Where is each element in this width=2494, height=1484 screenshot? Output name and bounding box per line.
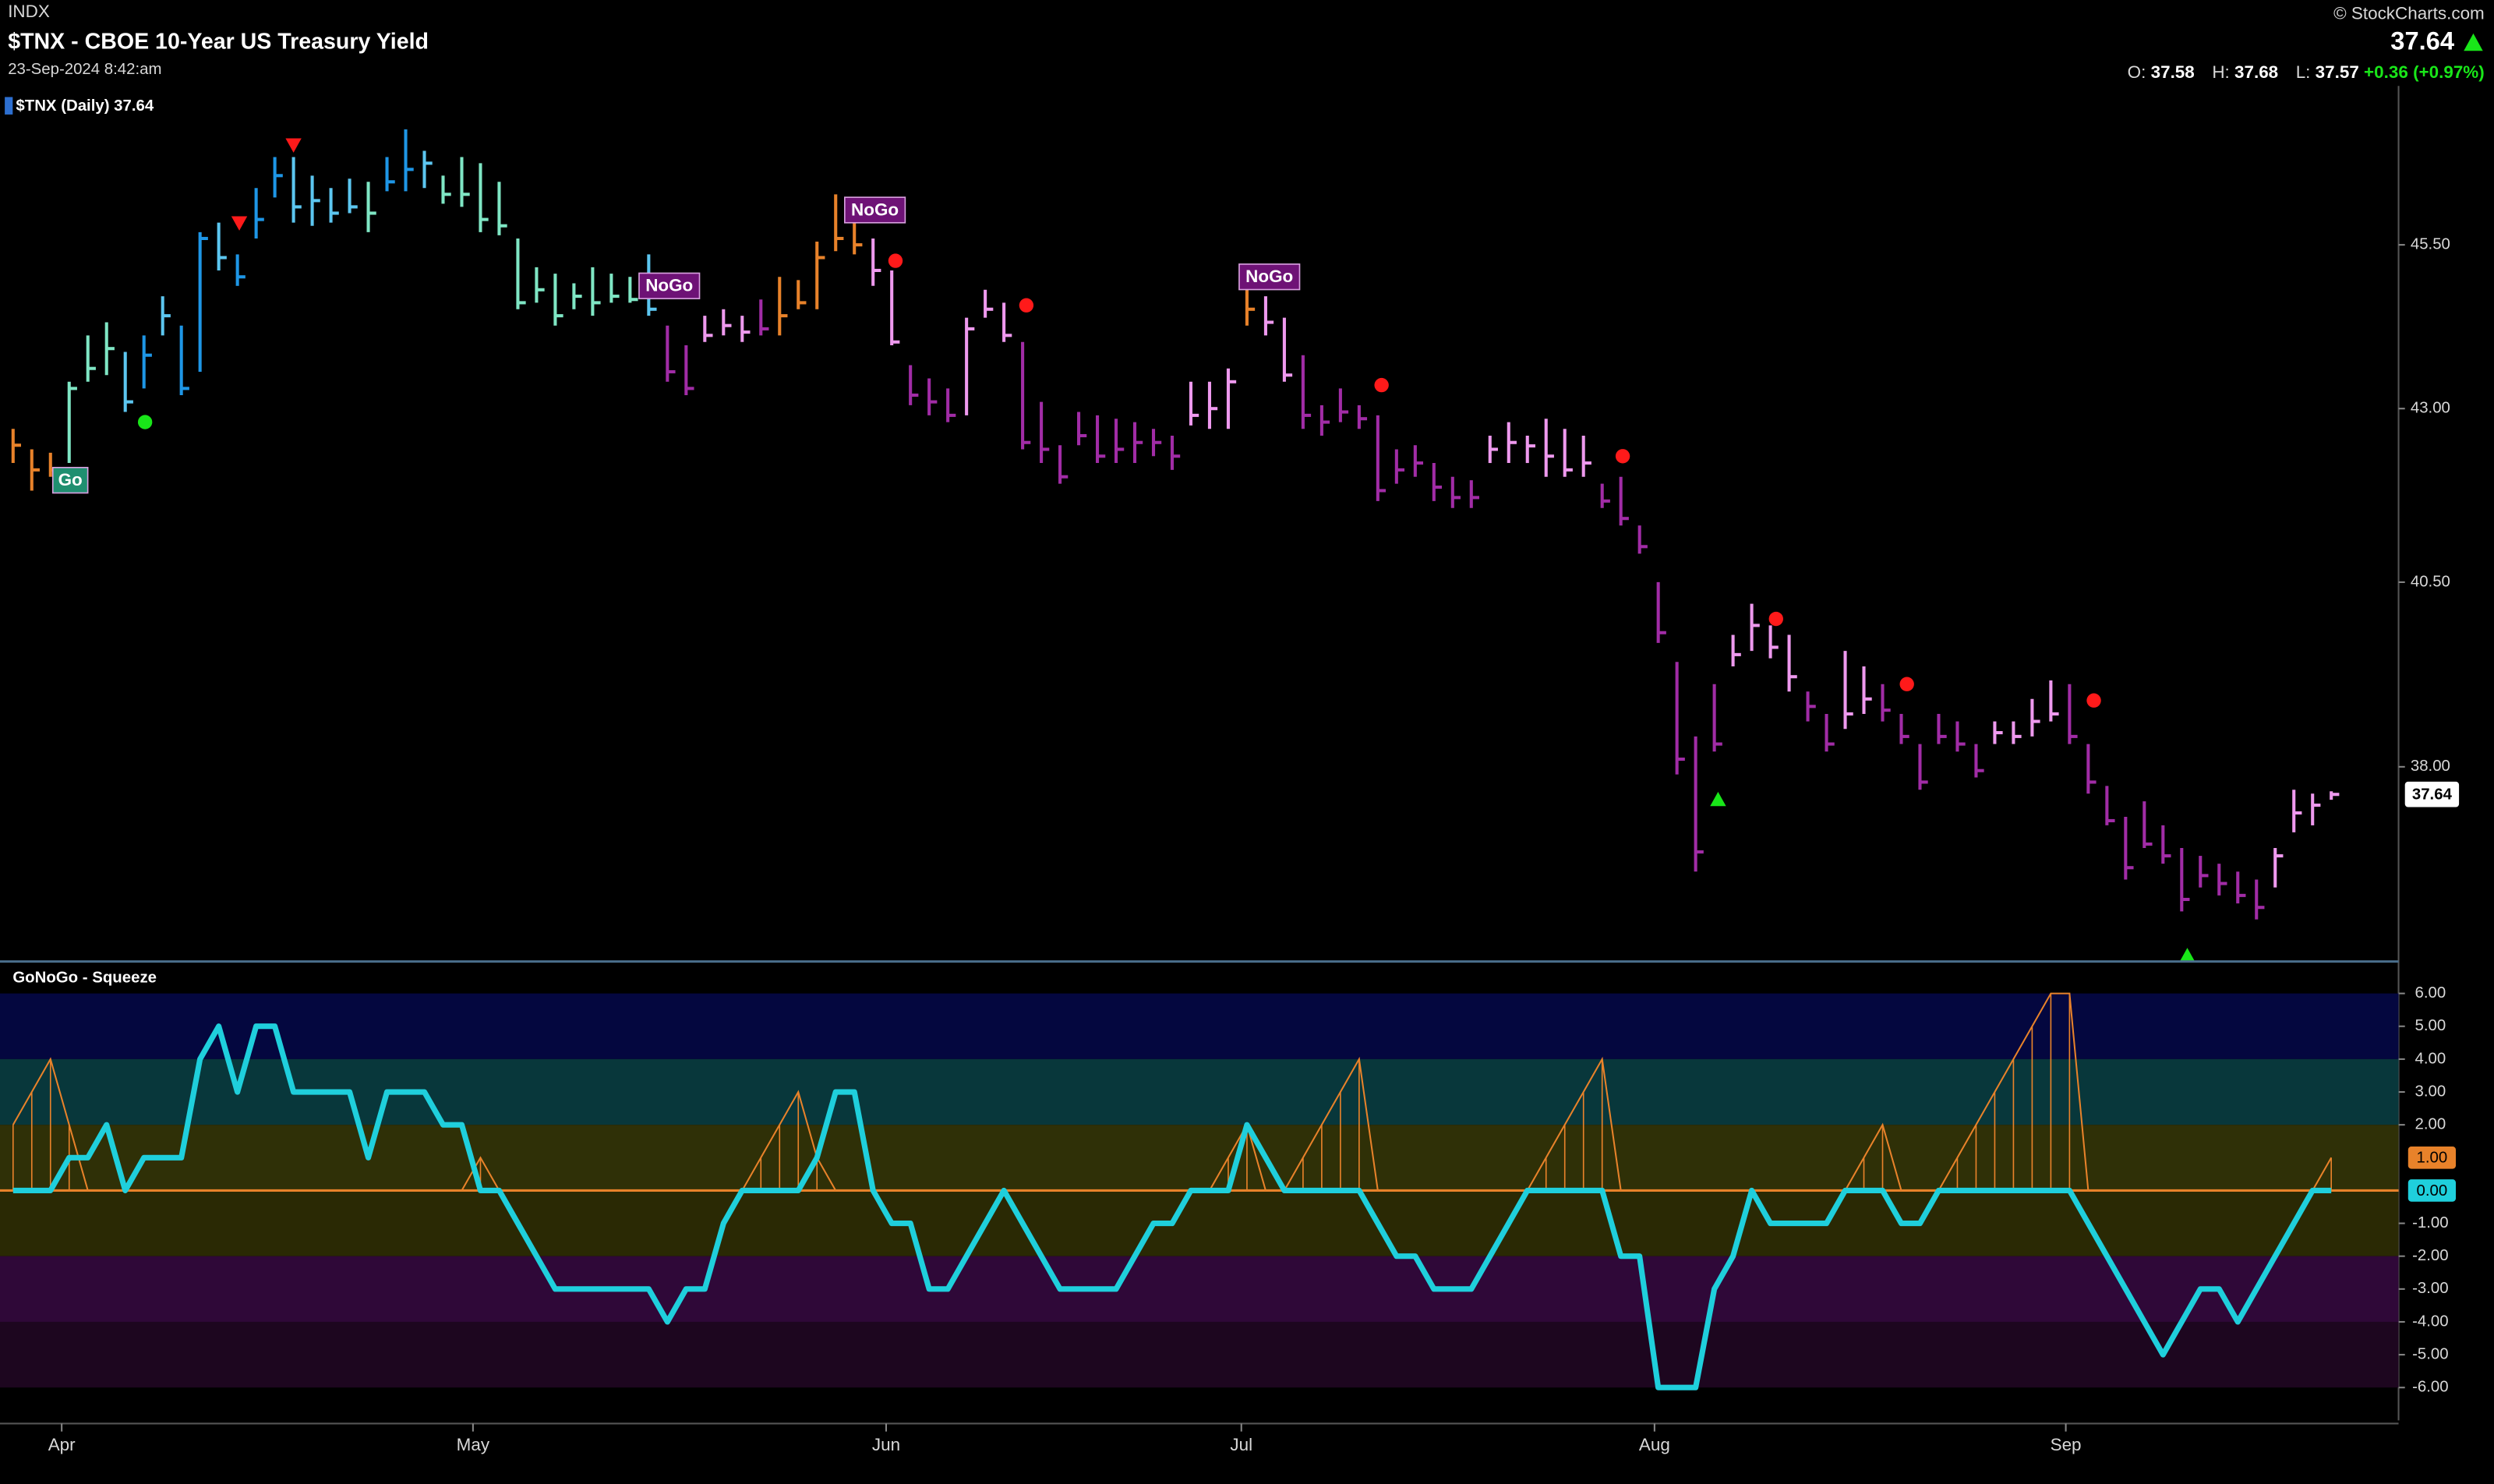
price-box <box>2404 781 2460 807</box>
legend-icon <box>5 97 13 115</box>
signal-dot <box>2086 693 2101 708</box>
x-tick-label: Aug <box>1639 1435 1670 1454</box>
signal-triangle <box>231 216 248 231</box>
y-tick-label: 40.50 <box>2411 573 2450 590</box>
signal-dot <box>1615 449 1630 464</box>
y-tick-label: 6.00 <box>2415 984 2446 1002</box>
annotation-text: NoGo <box>645 276 693 295</box>
up-icon <box>2464 33 2483 51</box>
chart-title: $TNX - CBOE 10-Year US Treasury Yield <box>8 30 429 55</box>
annotation-text: Go <box>58 470 83 489</box>
high: 37.68 <box>2234 62 2278 82</box>
annotation-box <box>51 467 89 494</box>
y-tick-label: 4.00 <box>2415 1050 2446 1067</box>
y-tick-label: 38.00 <box>2411 758 2450 775</box>
annotation-text: NoGo <box>1245 267 1293 286</box>
x-tick-label: May <box>457 1435 490 1454</box>
low: 37.57 <box>2316 62 2359 82</box>
squeeze-last-box <box>2407 1146 2457 1169</box>
signal-dot <box>137 415 153 429</box>
zone-band <box>0 1058 2399 1125</box>
signal-dot <box>1768 611 1783 627</box>
y-tick-label: 45.50 <box>2411 236 2450 253</box>
signal-triangle <box>2179 948 2195 963</box>
y-tick-label: -6.00 <box>2412 1379 2448 1396</box>
legend: $TNX (Daily) 37.64 <box>16 97 154 115</box>
ohlc-row: O: 37.58 H: 37.68 L: 37.57 +0.36 (+0.97%… <box>2128 62 2485 82</box>
x-tick-label: Jul <box>1230 1435 1252 1454</box>
zone-band <box>0 993 2399 1059</box>
panel-title: GoNoGo - Squeeze <box>12 969 157 986</box>
oscillator-last-label: 0.00 <box>2417 1182 2448 1200</box>
change-pct: (+0.97%) <box>2413 62 2485 82</box>
open-label: O: <box>2128 62 2146 82</box>
y-tick-label: 3.00 <box>2415 1083 2446 1100</box>
zone-band <box>0 1321 2399 1388</box>
signal-dot <box>888 253 903 268</box>
annotation-text: NoGo <box>851 200 899 219</box>
y-tick-label: -4.00 <box>2412 1313 2448 1330</box>
y-tick-label: -2.00 <box>2412 1247 2448 1264</box>
y-tick-label: -3.00 <box>2412 1280 2448 1297</box>
signal-dot <box>1374 377 1389 393</box>
copyright: © StockCharts.com <box>2333 3 2485 23</box>
signal-dot <box>1899 677 1914 691</box>
open: 37.58 <box>2151 62 2195 82</box>
exchange: INDX <box>8 2 50 21</box>
y-tick-label: 2.00 <box>2415 1116 2446 1133</box>
zone-band <box>0 1190 2399 1256</box>
last-price: 37.64 <box>2390 26 2454 55</box>
squeeze-line <box>12 992 2333 1192</box>
x-tick-label: Apr <box>48 1435 76 1454</box>
x-tick-label: Jun <box>872 1435 900 1454</box>
y-tick-label: 5.00 <box>2415 1017 2446 1034</box>
zone-band <box>0 1256 2399 1322</box>
annotation-box <box>1238 263 1301 291</box>
oscillator-line <box>12 1023 2332 1390</box>
y-tick-label: -5.00 <box>2412 1345 2448 1362</box>
signal-triangle <box>1710 791 1726 807</box>
y-tick-label: 43.00 <box>2411 400 2450 417</box>
timestamp: 23-Sep-2024 8:42:am <box>8 61 161 78</box>
squeeze-last-label: 1.00 <box>2417 1150 2448 1167</box>
signal-dot <box>1019 298 1034 313</box>
annotation-box <box>844 196 906 224</box>
price-box-label: 37.64 <box>2412 786 2453 804</box>
zone-band <box>0 1125 2399 1191</box>
signal-triangle <box>285 138 302 153</box>
annotation-box <box>638 272 701 299</box>
high-label: H: <box>2212 62 2229 82</box>
change: +0.36 <box>2364 62 2408 82</box>
y-tick-label: -1.00 <box>2412 1214 2448 1231</box>
oscillator-last-box <box>2407 1179 2457 1202</box>
x-tick-label: Sep <box>2051 1435 2082 1454</box>
low-label: L: <box>2296 62 2311 82</box>
